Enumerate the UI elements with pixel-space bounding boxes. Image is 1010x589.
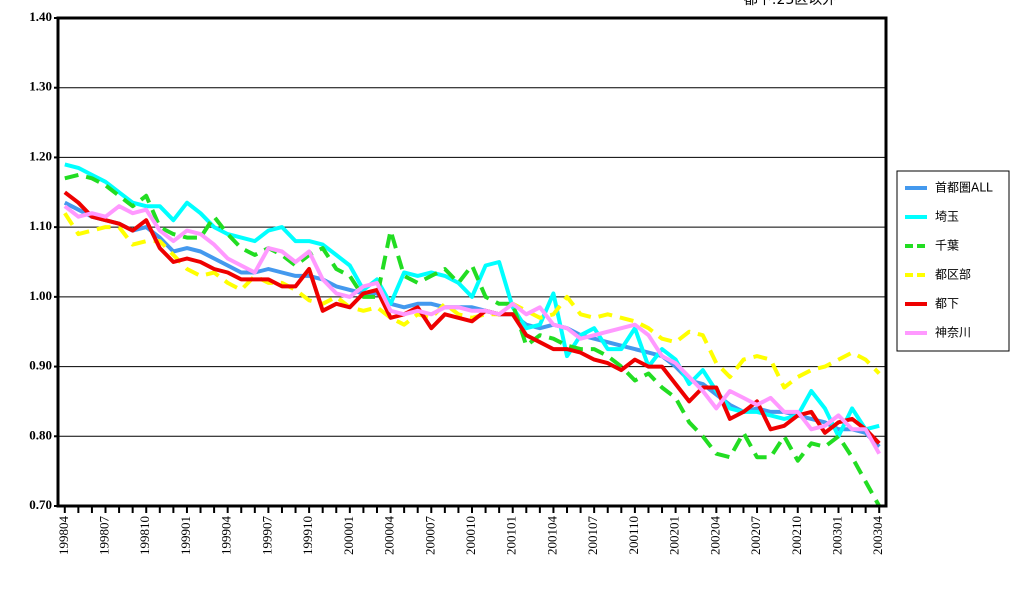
y-tick-label: 0.80	[29, 427, 52, 442]
legend-label: 埼玉	[935, 210, 959, 224]
x-tick-label: 200204	[707, 516, 722, 556]
x-tick-label: 200110	[626, 516, 641, 555]
x-tick-label: 200210	[789, 516, 804, 555]
x-tick-label: 200010	[463, 516, 478, 555]
y-tick-label: 0.70	[29, 497, 52, 512]
series-line	[64, 172, 881, 507]
legend-label: 都区部	[935, 267, 971, 282]
x-tick-label: 199807	[96, 516, 111, 556]
series-line	[63, 212, 881, 390]
x-tick-label: 199904	[219, 516, 234, 556]
x-tick-label: 200101	[504, 516, 519, 555]
y-tick-label: 1.10	[29, 218, 52, 233]
legend-label: 都下	[935, 297, 959, 311]
x-tick-label: 200207	[748, 516, 763, 556]
plot-frame	[56, 16, 888, 508]
x-tick-label: 199907	[259, 516, 274, 556]
y-tick-label: 0.90	[29, 358, 52, 373]
series-line	[63, 190, 881, 445]
x-tick-label: 199804	[56, 516, 71, 556]
legend-box	[896, 170, 1010, 352]
chart-title: 都下:23区以外	[744, 0, 837, 8]
x-tick-label: 199810	[137, 516, 152, 555]
series-line	[64, 162, 880, 439]
x-tick-label: 200004	[382, 516, 397, 556]
y-tick-label: 1.30	[29, 79, 52, 94]
x-tick-label: 200104	[544, 516, 559, 556]
x-tick-label: 200001	[341, 516, 356, 555]
legend-label: 首都圏ALL	[935, 181, 993, 195]
series-line	[63, 204, 881, 455]
x-tick-label: 200007	[422, 516, 437, 556]
x-tick-label: 200304	[870, 516, 885, 556]
y-tick-label: 1.00	[29, 288, 52, 303]
x-tick-label: 200301	[829, 516, 844, 555]
y-tick-label: 1.20	[29, 148, 52, 163]
x-tick-label: 199901	[178, 516, 193, 555]
x-tick-label: 200107	[585, 516, 600, 556]
legend-label: 神奈川	[935, 326, 971, 340]
x-tick-label: 200201	[667, 516, 682, 555]
y-tick-label: 1.40	[29, 9, 52, 24]
legend-label: 千葉	[935, 239, 959, 253]
x-tick-label: 199910	[300, 516, 315, 555]
